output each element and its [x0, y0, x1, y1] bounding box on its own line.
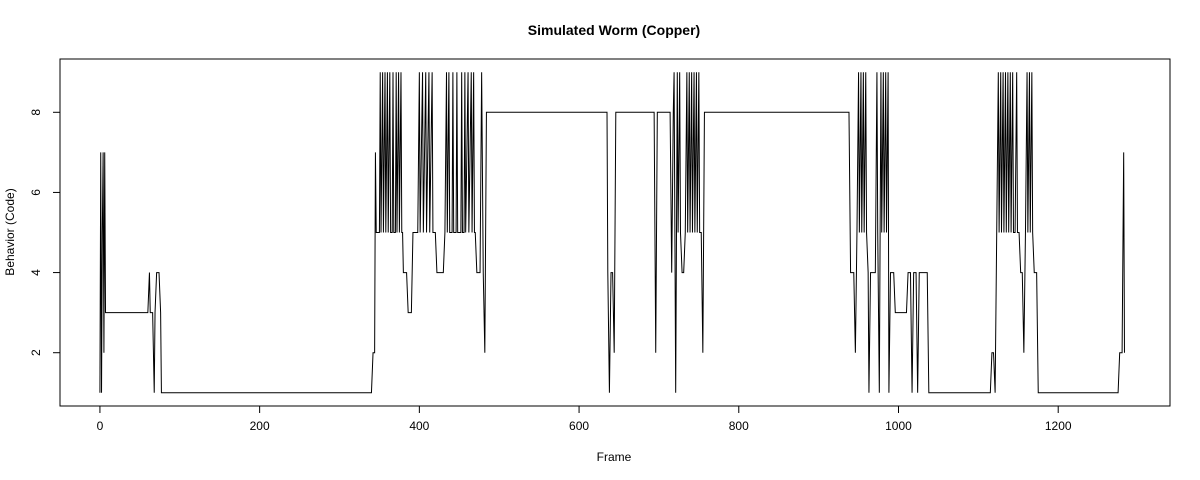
y-tick-label: 6	[29, 189, 43, 196]
y-axis: 2 4 6 8	[29, 109, 61, 356]
x-tick-label: 600	[569, 419, 589, 433]
x-tick-label: 1200	[1045, 419, 1072, 433]
x-axis: 0 200 400 600 800 1000 1200	[97, 405, 1072, 433]
x-tick-label: 200	[250, 419, 270, 433]
x-tick-label: 400	[409, 419, 429, 433]
y-tick-label: 2	[29, 349, 43, 356]
chart-title: Simulated Worm (Copper)	[528, 22, 700, 38]
x-tick-label: 1000	[885, 419, 912, 433]
y-tick-label: 8	[29, 109, 43, 116]
y-tick-label: 4	[29, 269, 43, 276]
x-tick-label: 800	[729, 419, 749, 433]
series-line-0	[99, 72, 1125, 394]
x-axis-title: Frame	[597, 450, 632, 464]
x-tick-label: 0	[97, 419, 104, 433]
y-axis-title: Behavior (Code)	[3, 188, 17, 275]
series-layer	[99, 72, 1125, 394]
